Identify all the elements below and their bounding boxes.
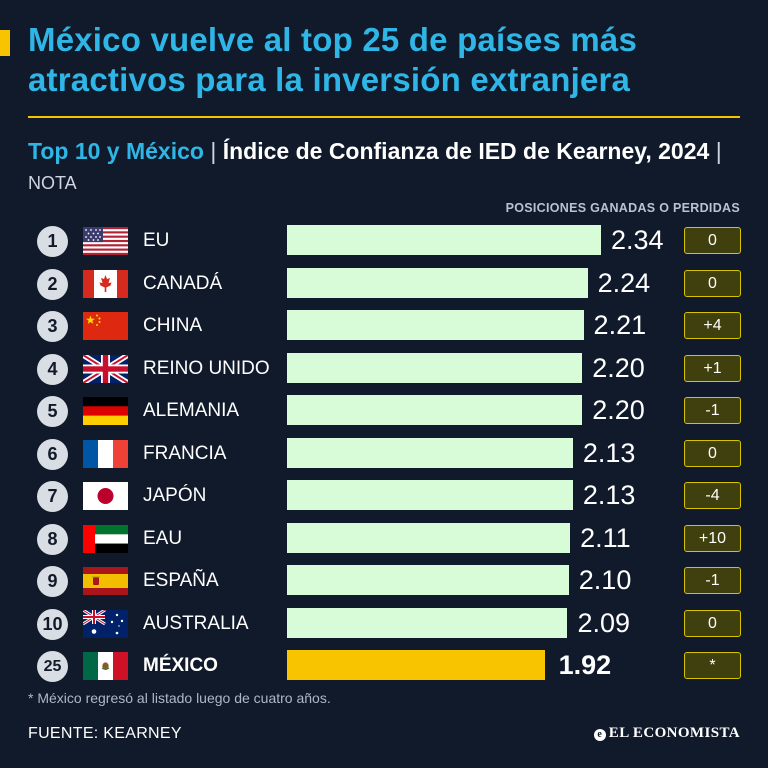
accent-bar	[0, 30, 10, 56]
brand-mark-icon: e	[593, 729, 606, 741]
rank-badge: 25	[37, 651, 68, 682]
value-label: 2.09	[577, 607, 630, 638]
chart-row-china: 3 CHINA 2.21 +4	[0, 307, 768, 349]
value-label: 2.20	[592, 352, 645, 383]
rank-badge: 5	[37, 396, 68, 427]
bar-eau	[287, 522, 571, 553]
bar-mexico	[287, 650, 545, 680]
rank-badge: 1	[37, 226, 68, 257]
country-label: JAPÓN	[143, 485, 207, 506]
bar-canada	[287, 267, 588, 298]
chart-row-alemania: 5 ALEMANIA 2.20 -1	[0, 392, 768, 434]
usa-flag-icon	[83, 227, 128, 255]
position-change-badge: 0	[684, 269, 741, 297]
bar-reino-unido	[287, 352, 583, 383]
position-change-badge: 0	[684, 609, 741, 637]
value-label: 1.92	[558, 650, 612, 680]
uae-flag-icon	[83, 524, 128, 553]
position-change-header: POSICIONES GANADAS O PERDIDAS	[505, 201, 740, 215]
position-change-badge: +10	[684, 524, 741, 552]
rank-badge: 10	[37, 608, 68, 640]
bar-eu	[287, 225, 601, 255]
chart-row-australia: 10 AUSTRALIA 2.09 0	[0, 605, 768, 647]
position-change-badge: +4	[684, 312, 741, 339]
country-label: EAU	[143, 527, 183, 549]
chart-row-eau: 8 EAU 2.11 +10	[0, 520, 768, 562]
country-label: CHINA	[143, 315, 203, 336]
country-label: FRANCIA	[143, 442, 227, 464]
mexico-flag-icon	[83, 652, 128, 680]
chart-title: México vuelve al top 25 de países más at…	[28, 21, 638, 98]
position-change-badge: *	[684, 652, 741, 679]
chart-subtitle: Top 10 y México | Índice de Confianza de…	[28, 136, 748, 198]
country-label: REINO UNIDO	[143, 357, 270, 379]
brand-name: EL ECONOMISTA	[608, 725, 740, 741]
spain-flag-icon	[83, 567, 128, 595]
country-label: CANADÁ	[143, 272, 223, 294]
source-label: FUENTE: KEARNEY	[28, 725, 182, 742]
value-label: 2.13	[582, 480, 636, 510]
germany-flag-icon	[83, 397, 128, 425]
value-label: 2.11	[580, 522, 631, 553]
australia-flag-icon	[83, 609, 128, 638]
value-label: 2.24	[597, 267, 651, 298]
bar-australia	[287, 607, 568, 638]
rank-badge: 3	[37, 311, 68, 342]
chart-row-eu: 1 EU 2.34 0	[0, 222, 768, 264]
value-label: 2.20	[592, 395, 645, 425]
country-label: ALEMANIA	[143, 400, 240, 421]
country-label: AUSTRALIA	[143, 612, 249, 634]
position-change-badge: 0	[684, 439, 741, 467]
value-label: 2.21	[593, 310, 647, 340]
value-label: 2.13	[582, 437, 636, 468]
title-divider	[28, 116, 740, 118]
rank-badge: 4	[37, 353, 68, 385]
chart-row-francia: 6 FRANCIA 2.13 0	[0, 435, 768, 477]
japan-flag-icon	[83, 482, 128, 510]
rank-badge: 2	[37, 268, 68, 300]
position-change-badge: +1	[684, 354, 741, 382]
chart-row-espana: 9 ESPAÑA 2.10 -1	[0, 562, 768, 604]
france-flag-icon	[83, 439, 128, 468]
rank-badge: 8	[37, 523, 68, 555]
position-change-badge: -4	[684, 482, 741, 509]
subtitle-separator: |	[203, 138, 223, 164]
subtitle-note: NOTA	[28, 173, 77, 193]
chart-row-reino-unido: 4 REINO UNIDO 2.20 +1	[0, 350, 768, 392]
bar-japon	[287, 480, 573, 510]
chart-row-mexico: 25 MÉXICO 1.92 *	[0, 647, 768, 689]
china-flag-icon	[83, 312, 128, 340]
position-change-badge: 0	[684, 227, 741, 254]
chart-row-japon: 7 JAPÓN 2.13 -4	[0, 477, 768, 519]
country-label: ESPAÑA	[143, 570, 219, 591]
rank-badge: 6	[37, 438, 68, 470]
position-change-badge: -1	[684, 567, 741, 594]
country-label: MÉXICO	[143, 655, 218, 676]
subtitle-main: Índice de Confianza de IED de Kearney, 2…	[222, 138, 710, 164]
brand-logo: e EL ECONOMISTA	[593, 725, 740, 742]
bar-alemania	[287, 395, 583, 425]
chart-row-canada: 2 CANADÁ 2.24 0	[0, 265, 768, 307]
bar-china	[287, 310, 584, 340]
rank-badge: 9	[37, 566, 68, 597]
value-label: 2.10	[578, 565, 632, 595]
subtitle-separator-2: |	[709, 138, 722, 164]
canada-flag-icon	[83, 269, 128, 298]
rank-badge: 7	[37, 481, 68, 512]
footnote: * México regresó al listado luego de cua…	[28, 690, 331, 706]
bar-espana	[287, 565, 569, 595]
bar-francia	[287, 437, 573, 468]
country-label: EU	[143, 230, 170, 251]
value-label: 2.34	[611, 225, 664, 255]
position-change-badge: -1	[684, 397, 741, 424]
uk-flag-icon	[83, 354, 128, 383]
subtitle-highlight: Top 10 y México	[28, 138, 204, 164]
